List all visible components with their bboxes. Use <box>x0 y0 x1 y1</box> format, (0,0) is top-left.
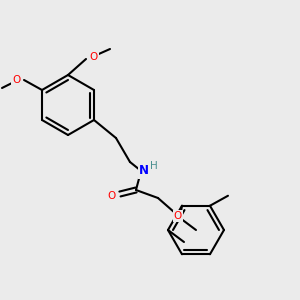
Text: O: O <box>174 211 182 221</box>
Text: O: O <box>12 75 20 85</box>
Text: O: O <box>108 191 116 201</box>
Text: H: H <box>150 161 158 171</box>
Text: N: N <box>139 164 149 178</box>
Text: O: O <box>90 52 98 62</box>
